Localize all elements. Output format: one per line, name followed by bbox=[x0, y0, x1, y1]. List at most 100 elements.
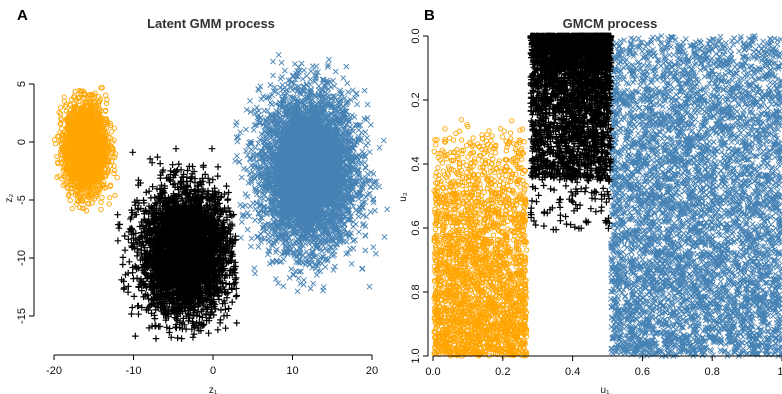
panel-a-point bbox=[355, 213, 362, 220]
panel-a-point bbox=[350, 237, 357, 244]
panel-a-point bbox=[370, 244, 377, 251]
panel-a-point bbox=[361, 87, 368, 94]
panel-a-point bbox=[350, 203, 357, 210]
panel-a-point bbox=[364, 101, 371, 108]
panel-a-point bbox=[255, 243, 262, 250]
panel-a-point bbox=[314, 268, 321, 275]
panel-a-point bbox=[359, 148, 366, 155]
panel-a-point bbox=[372, 250, 379, 257]
panel-a-point bbox=[343, 238, 350, 245]
panel-a-point bbox=[299, 76, 306, 82]
panel-a-point bbox=[371, 178, 378, 185]
panel-a-point bbox=[235, 159, 242, 166]
panel-a-point bbox=[252, 144, 259, 151]
panel-a-point bbox=[312, 74, 319, 81]
panel-a-point bbox=[265, 238, 272, 245]
panel-a-point bbox=[322, 264, 329, 270]
panel-a-point bbox=[362, 247, 369, 254]
panel-a-point bbox=[301, 67, 308, 74]
panel-a-point bbox=[251, 265, 258, 272]
panel-a-point bbox=[345, 89, 352, 96]
panel-a-point bbox=[313, 63, 320, 70]
panel-a-point bbox=[326, 56, 332, 63]
panel-a-point bbox=[355, 229, 362, 235]
panel-a-point bbox=[363, 116, 370, 123]
panel-a-point bbox=[364, 134, 371, 141]
panel-a-point bbox=[332, 68, 339, 75]
panel-a-point bbox=[252, 270, 258, 277]
panel-a-point bbox=[254, 233, 261, 240]
panel-a-point bbox=[310, 280, 317, 287]
panel-a-point bbox=[250, 127, 257, 133]
panel-a-point bbox=[234, 138, 241, 145]
panel-a-point bbox=[367, 121, 374, 128]
panel-a-point bbox=[283, 227, 290, 234]
panel-a-point bbox=[307, 285, 314, 292]
panel-a-point bbox=[244, 193, 251, 200]
panel-a-point bbox=[280, 283, 287, 290]
panel-a-point bbox=[361, 159, 368, 166]
panel-a-point bbox=[323, 247, 330, 254]
panel-a-point bbox=[238, 219, 245, 225]
panel-a-point bbox=[270, 72, 276, 79]
panel-a-point bbox=[238, 174, 245, 181]
panel-a-point bbox=[295, 275, 302, 282]
panel-a-point bbox=[320, 287, 327, 294]
panel-a-point bbox=[252, 205, 259, 212]
panel-a-point bbox=[380, 137, 387, 144]
panel-a-point bbox=[362, 165, 369, 171]
panel-a-point bbox=[354, 101, 361, 108]
panel-a-point bbox=[237, 129, 244, 136]
panel-a-points bbox=[51, 51, 391, 342]
panel-a-point bbox=[363, 194, 370, 201]
panel-a-point bbox=[245, 179, 252, 186]
panel-a-point bbox=[298, 60, 305, 67]
panel-a-point bbox=[252, 217, 258, 224]
panel-a-point bbox=[247, 97, 253, 104]
panel-a-point bbox=[268, 101, 275, 108]
panel-a-point bbox=[294, 288, 301, 295]
panel-a-point bbox=[247, 243, 254, 250]
panel-a-point bbox=[245, 143, 252, 150]
panel-a-point bbox=[298, 268, 304, 275]
panel-a-point bbox=[367, 209, 374, 215]
panel-a-point bbox=[286, 274, 293, 281]
panel-a-point bbox=[350, 245, 357, 252]
panel-a-point bbox=[303, 248, 310, 255]
panel-a-point bbox=[343, 63, 350, 70]
panel-a-point bbox=[313, 272, 320, 278]
panel-a-point bbox=[367, 184, 374, 190]
panel-a-point bbox=[307, 81, 314, 88]
panel-a-point bbox=[275, 90, 282, 97]
panel-a-point bbox=[233, 152, 240, 159]
panel-a-point bbox=[365, 140, 371, 146]
panel-a-point bbox=[237, 234, 244, 241]
panel-a-point bbox=[260, 195, 267, 202]
panel-a-point bbox=[291, 61, 298, 67]
panel-a-point bbox=[348, 260, 355, 267]
panel-a-point bbox=[370, 170, 377, 177]
panel-a-point bbox=[278, 59, 285, 66]
panel-a-point bbox=[384, 206, 391, 213]
panel-a-point bbox=[366, 149, 373, 155]
panel-a-point bbox=[362, 232, 369, 239]
panel-a-point bbox=[243, 126, 249, 133]
panel-a-point bbox=[372, 207, 378, 214]
panel-a: A Latent GMM process -20 -10 0 10 2050-5-10-… bbox=[4, 7, 391, 394]
panel-a-point bbox=[362, 129, 369, 136]
panel-a-point bbox=[350, 223, 357, 230]
panel-a-point bbox=[381, 234, 388, 240]
panel-a-point bbox=[351, 114, 358, 120]
panel-a-point bbox=[270, 58, 276, 65]
panel-a-point bbox=[366, 283, 373, 290]
panel-a-point bbox=[355, 127, 362, 133]
panel-a-point bbox=[328, 84, 334, 91]
panel-a-point bbox=[359, 265, 366, 272]
panel-a-point bbox=[261, 107, 268, 114]
panel-a-point bbox=[248, 235, 255, 242]
panel-a-point bbox=[243, 147, 249, 154]
panel-a-point bbox=[244, 226, 251, 233]
panel-a-point bbox=[349, 87, 356, 94]
panel-a-point bbox=[275, 51, 282, 58]
